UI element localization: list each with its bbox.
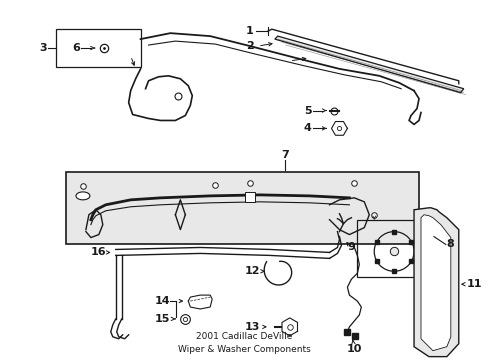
Text: 13: 13 (244, 322, 259, 332)
Text: 2: 2 (245, 41, 253, 51)
Text: 15: 15 (155, 314, 170, 324)
Text: 12: 12 (244, 266, 259, 276)
Text: 14: 14 (154, 296, 170, 306)
Text: 2001 Cadillac DeVille
Wiper & Washer Components: 2001 Cadillac DeVille Wiper & Washer Com… (177, 332, 310, 354)
Text: 1: 1 (245, 26, 253, 36)
Bar (66, 172, 418, 243)
Polygon shape (420, 215, 450, 351)
Text: 5: 5 (303, 105, 311, 116)
Text: 4: 4 (303, 123, 311, 134)
Bar (357, 220, 428, 277)
Bar (56, 29, 141, 67)
Text: 10: 10 (346, 344, 361, 354)
Bar (244, 192, 254, 202)
Text: 16: 16 (91, 247, 106, 257)
Polygon shape (274, 36, 463, 93)
Text: 6: 6 (72, 43, 80, 53)
Text: 8: 8 (446, 239, 454, 249)
Polygon shape (413, 208, 458, 357)
Text: 7: 7 (280, 150, 288, 160)
Text: 11: 11 (466, 279, 481, 289)
Polygon shape (86, 210, 102, 238)
Text: 3: 3 (39, 43, 47, 53)
Text: 9: 9 (347, 243, 355, 252)
Ellipse shape (76, 192, 90, 200)
